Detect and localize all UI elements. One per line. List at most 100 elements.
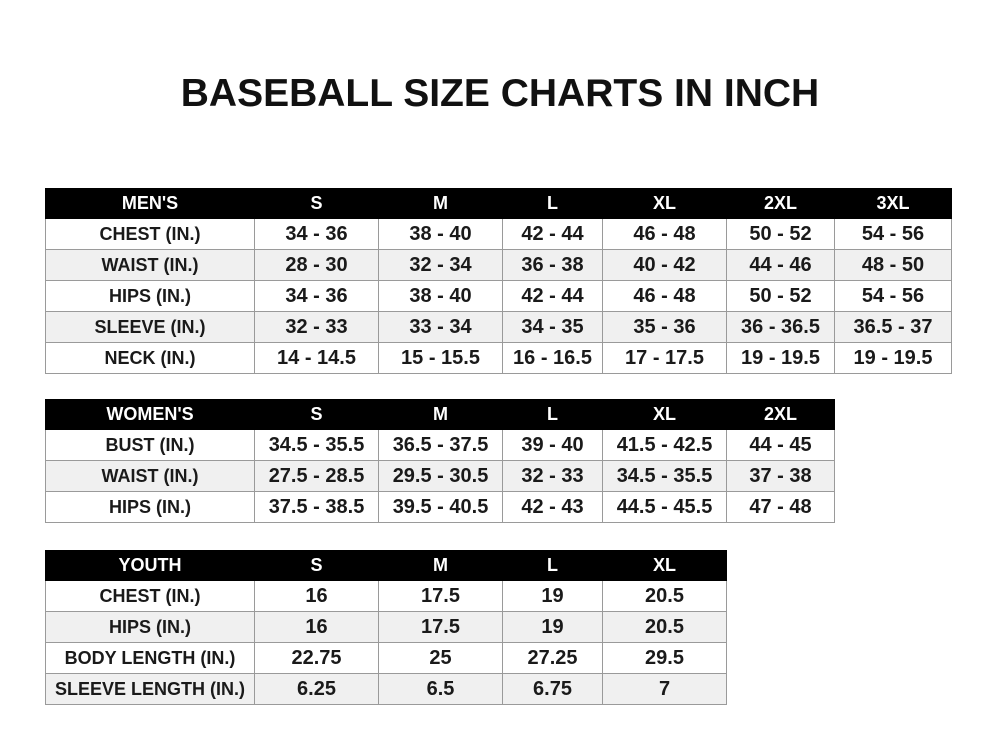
- size-header: S: [254, 188, 379, 219]
- category-header: WOMEN'S: [45, 399, 255, 430]
- size-value: 16 - 16.5: [502, 342, 603, 374]
- size-value: 46 - 48: [602, 218, 727, 250]
- size-value: 22.75: [254, 642, 379, 674]
- size-value: 34 - 36: [254, 280, 379, 312]
- size-value: 42 - 44: [502, 218, 603, 250]
- size-value: 41.5 - 42.5: [602, 429, 727, 461]
- table-row: WAIST (IN.) 27.5 - 28.5 29.5 - 30.5 32 - 33…: [45, 460, 835, 492]
- size-value: 37.5 - 38.5: [254, 491, 379, 523]
- size-value: 6.75: [502, 673, 603, 705]
- size-value: 29.5: [602, 642, 727, 674]
- size-header: L: [502, 550, 603, 581]
- size-value: 44 - 45: [726, 429, 835, 461]
- measurement-label: SLEEVE LENGTH (IN.): [45, 673, 255, 705]
- size-value: 42 - 44: [502, 280, 603, 312]
- youth-size-table: YOUTH S M L XL CHEST (IN.) 16 17.5 19 20.5 HIPS (I…: [45, 550, 727, 705]
- size-value: 44.5 - 45.5: [602, 491, 727, 523]
- table-row: HIPS (IN.) 16 17.5 19 20.5: [45, 611, 727, 643]
- mens-size-table: MEN'S S M L XL 2XL 3XL CHEST (IN.) 34 - 36 38 - 4…: [45, 188, 952, 374]
- size-value: 27.5 - 28.5: [254, 460, 379, 492]
- size-value: 17.5: [378, 611, 503, 643]
- table-row: WAIST (IN.) 28 - 30 32 - 34 36 - 38 40 - 42 4…: [45, 249, 952, 281]
- size-value: 39.5 - 40.5: [378, 491, 503, 523]
- table-row: SLEEVE (IN.) 32 - 33 33 - 34 34 - 35 35 - 36…: [45, 311, 952, 343]
- measurement-label: HIPS (IN.): [45, 491, 255, 523]
- size-header: XL: [602, 399, 727, 430]
- size-value: 33 - 34: [378, 311, 503, 343]
- size-header: 3XL: [834, 188, 952, 219]
- size-value: 19: [502, 611, 603, 643]
- size-header: S: [254, 550, 379, 581]
- size-header: M: [378, 550, 503, 581]
- size-value: 15 - 15.5: [378, 342, 503, 374]
- measurement-label: BUST (IN.): [45, 429, 255, 461]
- size-header: M: [378, 188, 503, 219]
- size-header: S: [254, 399, 379, 430]
- size-value: 6.5: [378, 673, 503, 705]
- table-header-row: YOUTH S M L XL: [45, 550, 727, 581]
- size-header: XL: [602, 550, 727, 581]
- size-value: 36.5 - 37.5: [378, 429, 503, 461]
- size-value: 34.5 - 35.5: [254, 429, 379, 461]
- measurement-label: WAIST (IN.): [45, 249, 255, 281]
- size-value: 44 - 46: [726, 249, 835, 281]
- measurement-label: BODY LENGTH (IN.): [45, 642, 255, 674]
- size-value: 16: [254, 580, 379, 612]
- size-value: 17 - 17.5: [602, 342, 727, 374]
- size-value: 19: [502, 580, 603, 612]
- size-value: 50 - 52: [726, 218, 835, 250]
- measurement-label: SLEEVE (IN.): [45, 311, 255, 343]
- size-value: 34.5 - 35.5: [602, 460, 727, 492]
- size-value: 40 - 42: [602, 249, 727, 281]
- size-header: L: [502, 399, 603, 430]
- size-value: 32 - 33: [502, 460, 603, 492]
- size-value: 46 - 48: [602, 280, 727, 312]
- measurement-label: NECK (IN.): [45, 342, 255, 374]
- size-value: 32 - 33: [254, 311, 379, 343]
- size-header: L: [502, 188, 603, 219]
- size-value: 38 - 40: [378, 280, 503, 312]
- size-value: 19 - 19.5: [726, 342, 835, 374]
- size-value: 36 - 36.5: [726, 311, 835, 343]
- size-value: 28 - 30: [254, 249, 379, 281]
- size-value: 27.25: [502, 642, 603, 674]
- size-value: 38 - 40: [378, 218, 503, 250]
- size-value: 37 - 38: [726, 460, 835, 492]
- size-value: 29.5 - 30.5: [378, 460, 503, 492]
- table-row: CHEST (IN.) 34 - 36 38 - 40 42 - 44 46 - 48 5…: [45, 218, 952, 250]
- size-header: XL: [602, 188, 727, 219]
- table-row: BUST (IN.) 34.5 - 35.5 36.5 - 37.5 39 - 40 4…: [45, 429, 835, 461]
- size-header: M: [378, 399, 503, 430]
- size-value: 32 - 34: [378, 249, 503, 281]
- size-value: 34 - 35: [502, 311, 603, 343]
- size-value: 48 - 50: [834, 249, 952, 281]
- size-value: 36 - 38: [502, 249, 603, 281]
- size-value: 47 - 48: [726, 491, 835, 523]
- measurement-label: WAIST (IN.): [45, 460, 255, 492]
- table-row: HIPS (IN.) 37.5 - 38.5 39.5 - 40.5 42 - 43 4…: [45, 491, 835, 523]
- size-value: 54 - 56: [834, 280, 952, 312]
- size-value: 16: [254, 611, 379, 643]
- measurement-label: HIPS (IN.): [45, 611, 255, 643]
- size-value: 39 - 40: [502, 429, 603, 461]
- size-value: 36.5 - 37: [834, 311, 952, 343]
- table-row: HIPS (IN.) 34 - 36 38 - 40 42 - 44 46 - 48 50…: [45, 280, 952, 312]
- table-row: SLEEVE LENGTH (IN.) 6.25 6.5 6.75 7: [45, 673, 727, 705]
- size-value: 6.25: [254, 673, 379, 705]
- size-value: 7: [602, 673, 727, 705]
- table-header-row: WOMEN'S S M L XL 2XL: [45, 399, 835, 430]
- table-row: BODY LENGTH (IN.) 22.75 25 27.25 29.5: [45, 642, 727, 674]
- size-value: 25: [378, 642, 503, 674]
- measurement-label: CHEST (IN.): [45, 580, 255, 612]
- measurement-label: HIPS (IN.): [45, 280, 255, 312]
- size-value: 35 - 36: [602, 311, 727, 343]
- size-value: 34 - 36: [254, 218, 379, 250]
- size-header: 2XL: [726, 188, 835, 219]
- table-row: NECK (IN.) 14 - 14.5 15 - 15.5 16 - 16.5 17 …: [45, 342, 952, 374]
- category-header: YOUTH: [45, 550, 255, 581]
- size-value: 50 - 52: [726, 280, 835, 312]
- size-value: 20.5: [602, 611, 727, 643]
- size-value: 19 - 19.5: [834, 342, 952, 374]
- size-value: 17.5: [378, 580, 503, 612]
- category-header: MEN'S: [45, 188, 255, 219]
